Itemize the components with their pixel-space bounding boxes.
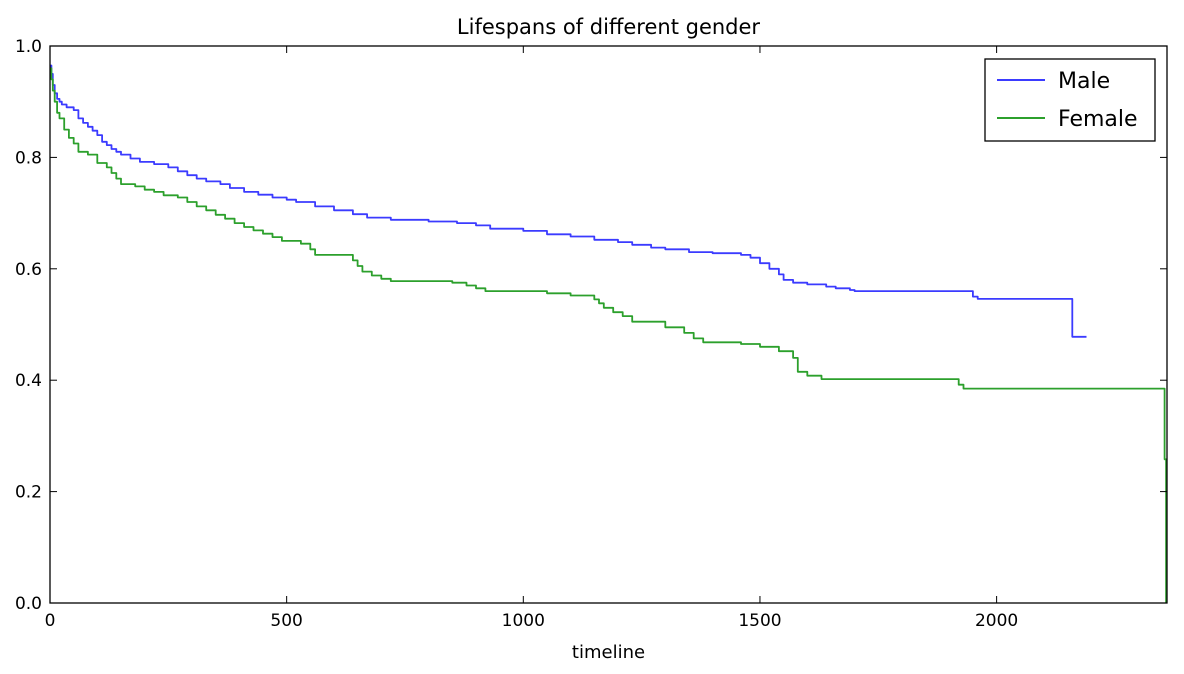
y-tick-label: 0.2: [15, 483, 42, 503]
legend: Male Female: [984, 58, 1156, 142]
y-tick-label: 0.0: [15, 594, 42, 614]
y-tick-label: 0.6: [15, 260, 42, 280]
x-tick-label: 500: [270, 611, 302, 631]
legend-label-male: Male: [1058, 69, 1110, 94]
x-axis-label: timeline: [572, 642, 645, 663]
legend-box: [984, 58, 1156, 142]
plot-area-frame: [49, 45, 1168, 604]
series-layer: [50, 64, 1167, 603]
axis-ticks: 0 500 1000 1500 2000 0.0 0.2 0.4 0.6 0.8 1.0: [15, 37, 1167, 631]
series-line-male: [50, 64, 1087, 338]
legend-label-female: Female: [1058, 107, 1138, 132]
chart-title: Lifespans of different gender: [457, 15, 761, 39]
x-tick-label: 1000: [502, 611, 545, 631]
y-tick-label: 1.0: [15, 37, 42, 57]
x-tick-label: 1500: [738, 611, 781, 631]
series-line-female: [50, 67, 1167, 603]
y-tick-label: 0.4: [15, 371, 42, 391]
y-tick-label: 0.8: [15, 148, 42, 168]
x-tick-label: 2000: [975, 611, 1018, 631]
x-tick-label: 0: [45, 611, 56, 631]
